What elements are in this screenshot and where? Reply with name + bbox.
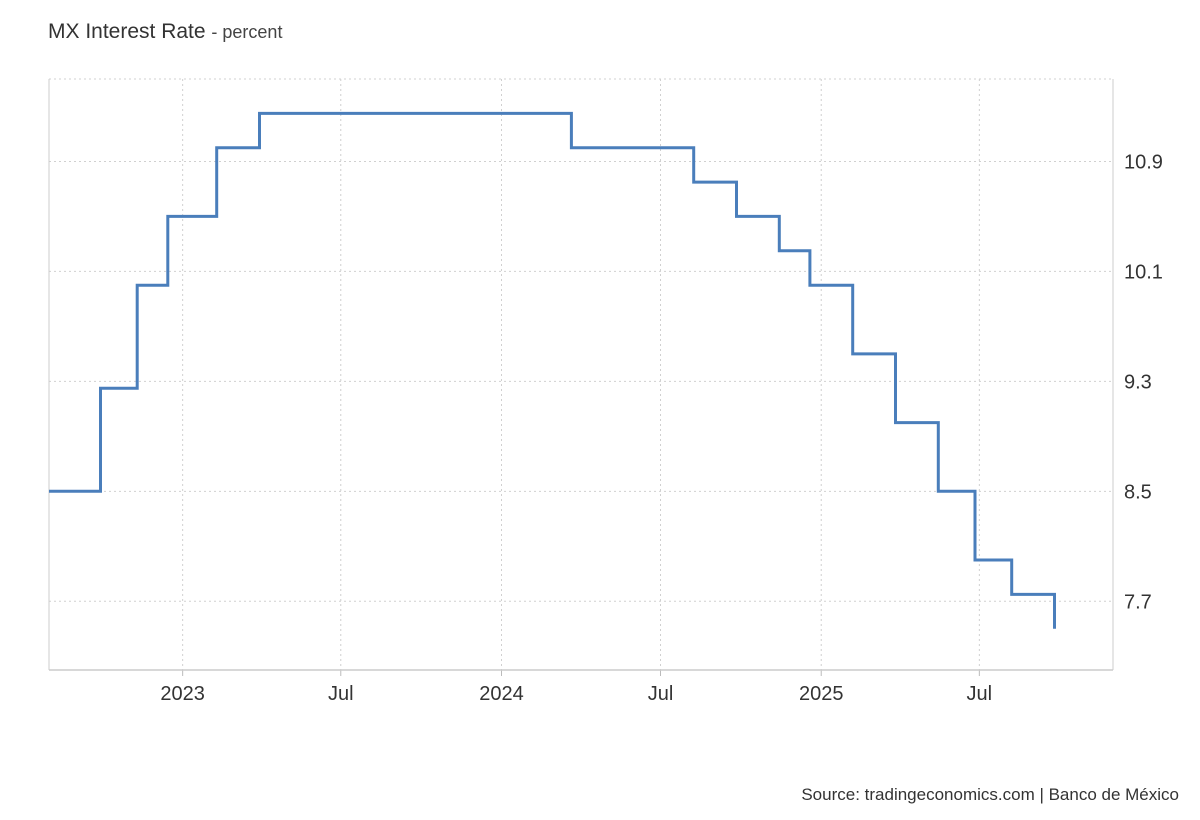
chart-title-text: MX Interest Rate bbox=[48, 20, 206, 43]
grid-layer bbox=[49, 78, 1113, 670]
label-layer: 7.7 8.5 9.3 10.1 10.9 2023 Jul 2024 Jul 2025 Jul bbox=[160, 151, 1163, 705]
y-tick-label: 10.1 bbox=[1124, 261, 1163, 283]
axis-layer bbox=[48, 79, 1114, 676]
y-tick-label: 7.7 bbox=[1124, 591, 1152, 613]
x-tick-label: Jul bbox=[648, 683, 674, 705]
x-tick-label: 2023 bbox=[160, 683, 205, 705]
x-tick-label: Jul bbox=[328, 683, 354, 705]
x-tick-label: Jul bbox=[967, 683, 993, 705]
chart-title: MX Interest Rate - percent bbox=[48, 20, 282, 44]
x-tick-label: 2024 bbox=[479, 683, 524, 705]
y-tick-label: 8.5 bbox=[1124, 481, 1152, 503]
source-attribution: Source: tradingeconomics.com | Banco de … bbox=[801, 785, 1179, 804]
series-line bbox=[49, 111, 1056, 629]
x-tick-label: 2025 bbox=[799, 683, 844, 705]
series-layer bbox=[49, 111, 1056, 629]
y-tick-label: 9.3 bbox=[1124, 371, 1152, 393]
y-tick-label: 10.9 bbox=[1124, 151, 1163, 173]
chart-unit: - percent bbox=[211, 22, 283, 42]
